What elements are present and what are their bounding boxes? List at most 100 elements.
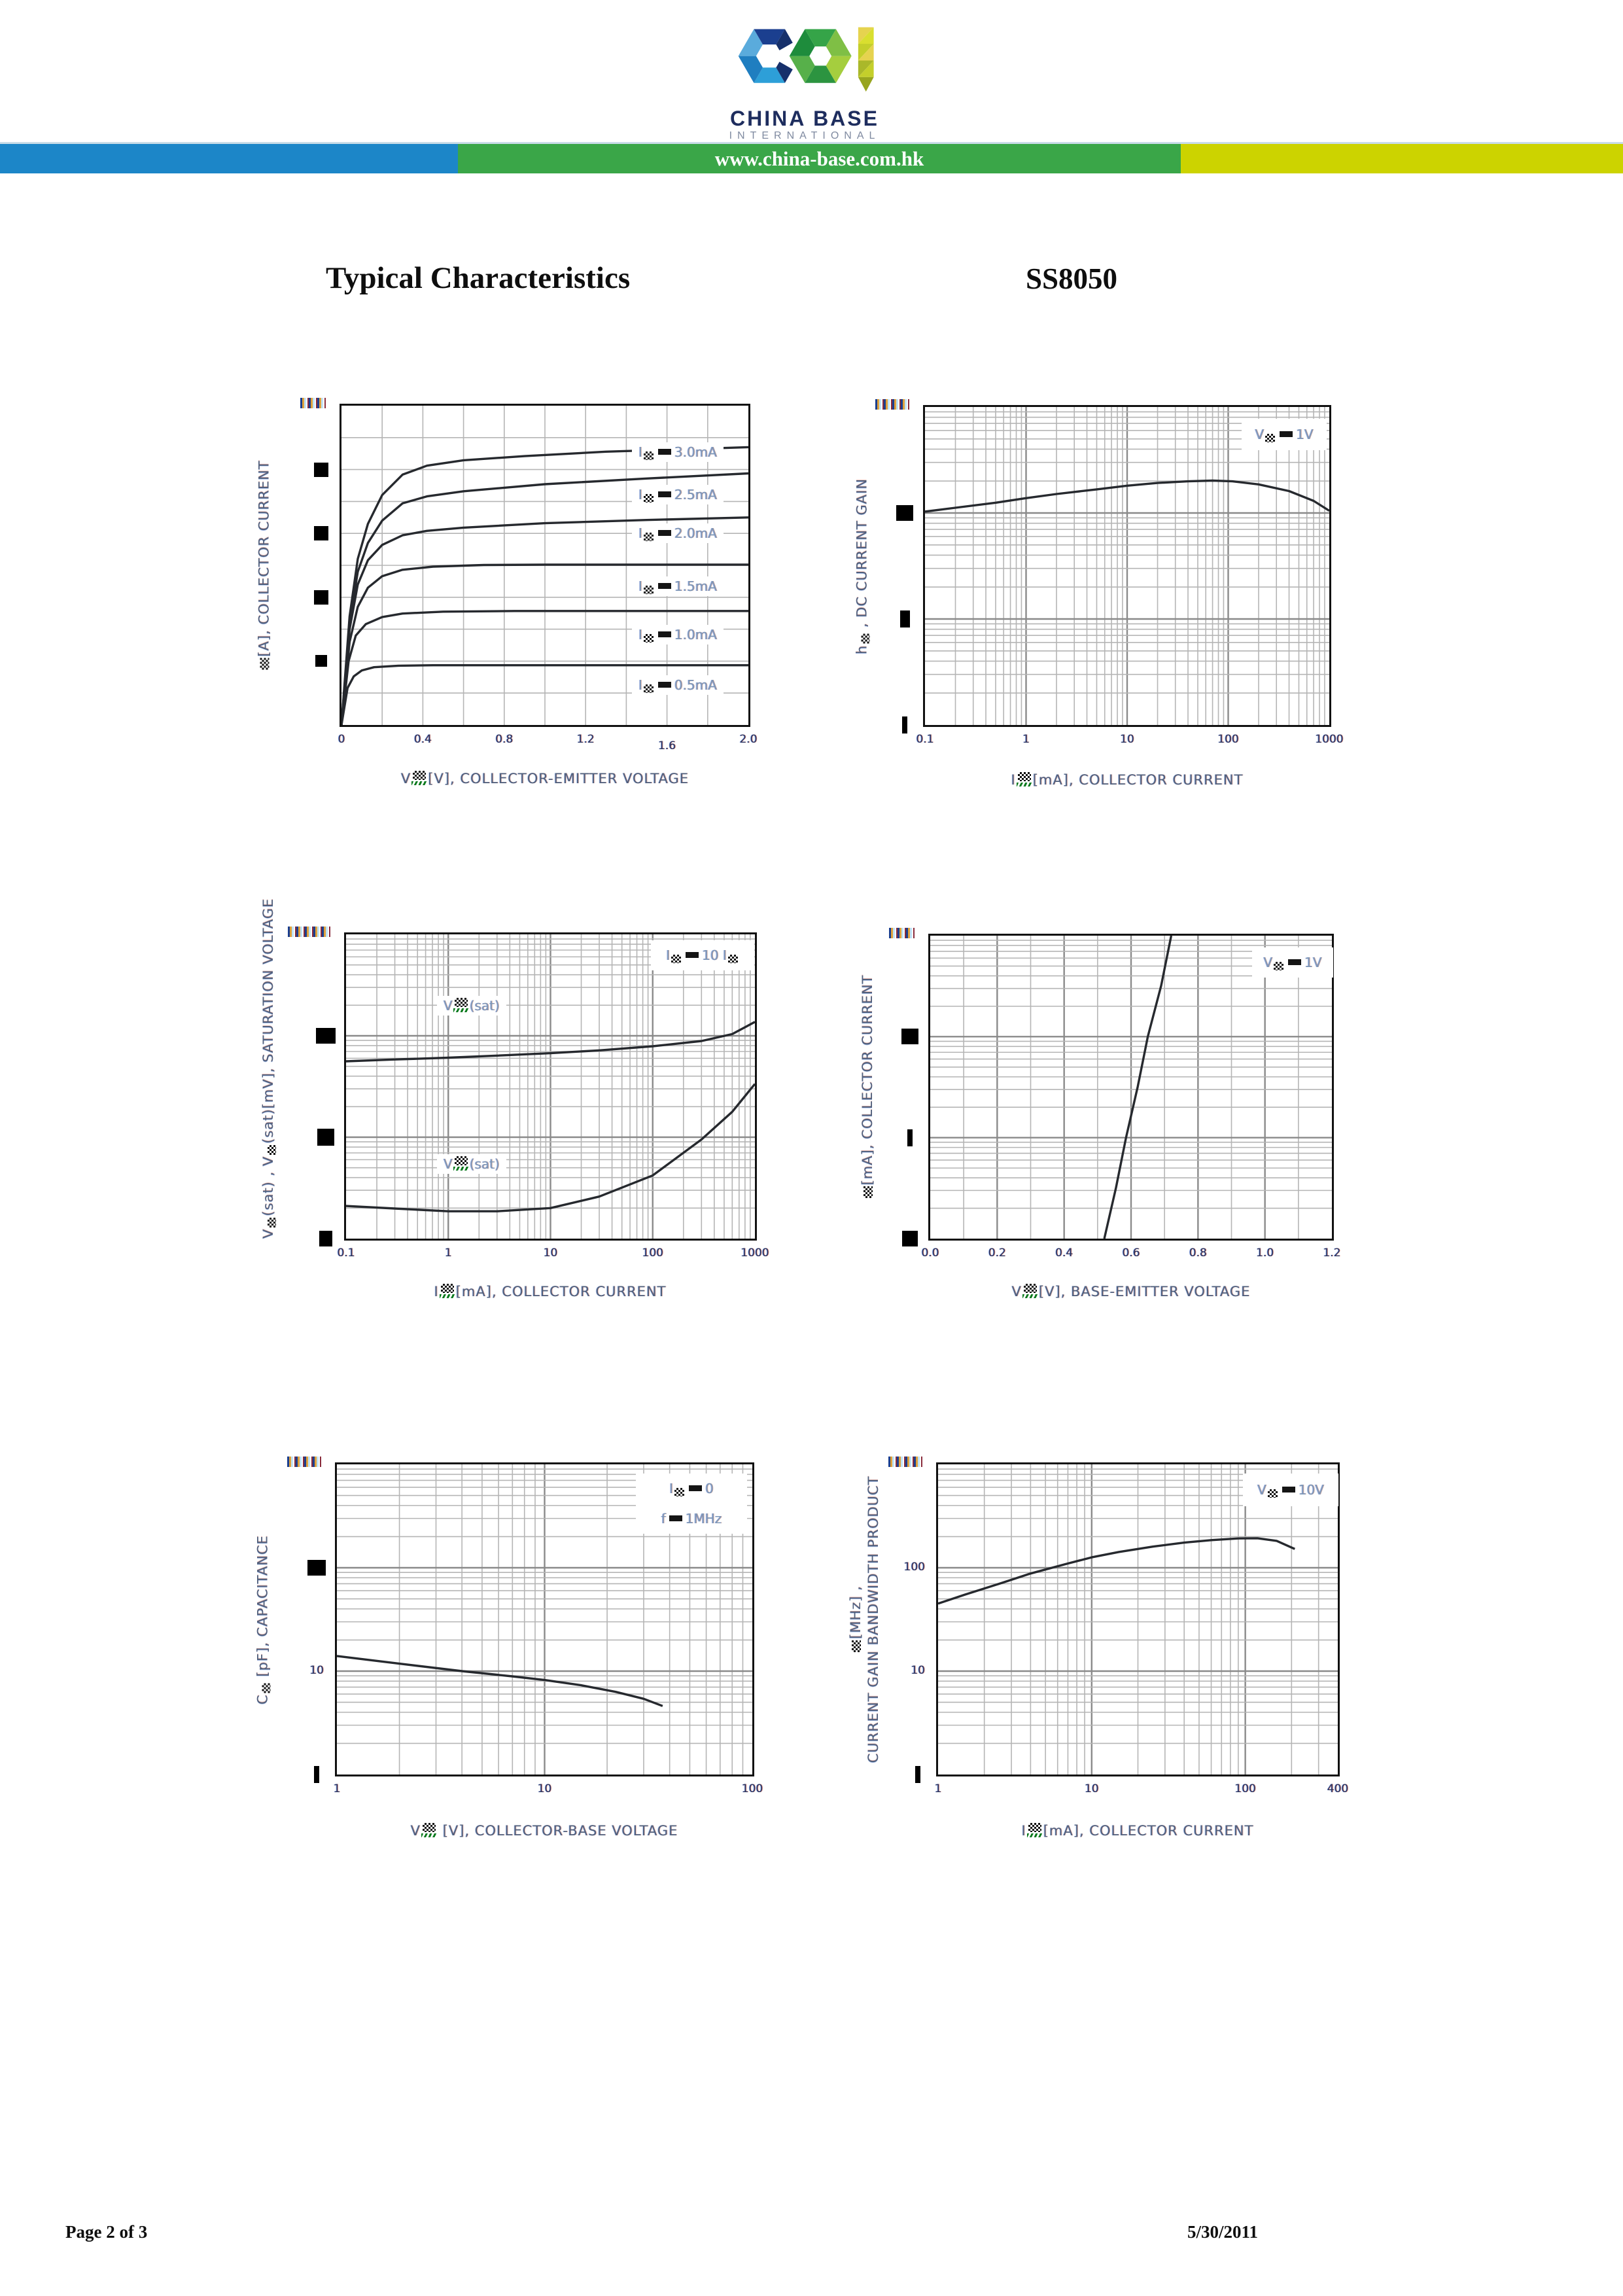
label-text: [pF], CAPACITANCE <box>254 1534 271 1682</box>
y-tick-mark <box>314 462 328 477</box>
label-text: 1V <box>1296 427 1314 442</box>
garbled-glyph <box>643 494 654 503</box>
y-tick-mark <box>315 655 327 667</box>
garbled-glyph <box>643 586 654 594</box>
collector-current-vs-vbe-plot <box>930 936 1332 1239</box>
garbled-glyph <box>643 533 654 541</box>
garbled-glyph <box>863 1186 873 1199</box>
x-tick-label: 1000 <box>1315 733 1344 746</box>
x-tick-label: 1 <box>444 1246 452 1260</box>
garbled-glyph <box>657 449 671 455</box>
label-text: , DC CURRENT GAIN <box>854 478 870 633</box>
label-text: 1.5mA <box>674 578 717 594</box>
label-text: V <box>444 998 453 1014</box>
garbled-glyph <box>421 1823 438 1837</box>
label-text: 1.0mA <box>674 627 717 643</box>
x-tick-label: 1.0 <box>1256 1246 1274 1260</box>
x-tick-label: 10 <box>543 1246 558 1260</box>
y-tick-mark <box>314 1766 319 1783</box>
y-axis-top-label <box>889 928 915 938</box>
label-text: CURRENT GAIN BANDWIDTH PRODUCT <box>865 1475 881 1763</box>
garbled-glyph <box>689 1485 703 1491</box>
y-axis-label-line: h , DC CURRENT GAIN <box>854 407 871 725</box>
label-text: I <box>638 525 642 541</box>
x-tick-label: 0.4 <box>413 733 432 746</box>
footer-date: 5/30/2011 <box>1187 2222 1259 2242</box>
banner-top-line <box>0 142 1623 144</box>
y-tick-mark <box>314 526 328 541</box>
garbled-glyph <box>1282 1487 1295 1492</box>
garbled-glyph <box>861 633 870 644</box>
y-axis-label: [MHz] , CURRENT GAIN BANDWIDTH PRODUCT <box>847 1464 882 1775</box>
x-tick-label: 0.2 <box>988 1246 1006 1260</box>
y-axis-label-line: [mA], COLLECTOR CURRENT <box>859 936 877 1239</box>
garbled-glyph <box>852 1640 861 1652</box>
series-cob <box>337 1655 663 1707</box>
y-axis-top-label <box>875 399 909 410</box>
y-tick-mark <box>899 610 910 627</box>
y-tick-label: 10 <box>911 1664 925 1677</box>
y-axis-label-line: CURRENT GAIN BANDWIDTH PRODUCT <box>865 1464 882 1775</box>
x-tick-label: 0.6 <box>1122 1246 1140 1260</box>
y-axis-top-label <box>300 398 326 408</box>
saturation-voltage-plot <box>346 934 755 1239</box>
garbled-number <box>287 1457 321 1467</box>
garbled-glyph <box>1265 434 1276 442</box>
garbled-glyph <box>1274 962 1284 970</box>
company-subtitle: INTERNATIONAL <box>729 130 881 141</box>
y-axis-label: [mA], COLLECTOR CURRENT <box>859 936 877 1239</box>
y-tick-mark <box>896 505 913 521</box>
gain-bandwidth-product-plot <box>938 1464 1338 1775</box>
y-axis-label-line: [A], COLLECTOR CURRENT <box>256 406 273 725</box>
x-tick-label: 10 <box>537 1782 552 1795</box>
label-text: [mA], COLLECTOR CURRENT <box>859 974 875 1186</box>
y-tick-mark <box>907 1129 913 1146</box>
garbled-glyph <box>674 1488 685 1496</box>
garbled-glyph <box>727 955 738 963</box>
series-ib-1.0ma <box>341 610 748 725</box>
x-tick-label: 1 <box>934 1782 942 1795</box>
label-text: I <box>638 444 642 460</box>
footer-page-number: Page 2 of 3 <box>65 2222 148 2242</box>
label-text: 0 <box>705 1481 714 1496</box>
banner-yellow-stripe <box>1181 144 1623 173</box>
x-axis-label: V [V], COLLECTOR-EMITTER VOLTAGE <box>329 771 761 786</box>
x-tick-label: 1.6 <box>658 739 676 752</box>
y-axis-label: [A], COLLECTOR CURRENT <box>256 406 273 725</box>
y-tick-mark <box>902 1231 918 1246</box>
legend-entry: V 1V <box>1263 955 1322 970</box>
label-text: V <box>1255 427 1265 442</box>
y-axis-label: V (sat) , V (sat)[mV], SATURATION VOLTAGE <box>260 898 277 1239</box>
series-vbe-sat- <box>346 1021 755 1063</box>
company-name: CHINA BASE <box>730 107 879 130</box>
garbled-glyph <box>657 631 671 637</box>
garbled-glyph <box>411 771 428 785</box>
y-tick-mark <box>317 1129 334 1146</box>
x-axis-label: I [mA], COLLECTOR CURRENT <box>334 1284 766 1299</box>
label-text: 0.5mA <box>674 677 717 693</box>
garbled-number <box>288 927 330 937</box>
garbled-glyph <box>453 998 469 1012</box>
garbled-number <box>875 399 909 410</box>
page-title: Typical Characteristics <box>326 261 631 295</box>
y-tick-mark <box>307 1560 326 1576</box>
x-tick-label: 0.4 <box>1055 1246 1073 1260</box>
curve-label: I 1.5mA <box>632 576 724 596</box>
garbled-glyph <box>1288 959 1302 965</box>
garbled-number <box>888 1457 922 1467</box>
x-tick-label: 1 <box>333 1782 341 1795</box>
label-text: (sat) <box>469 998 500 1014</box>
garbled-glyph <box>643 451 654 460</box>
output-characteristics-plot <box>341 406 748 725</box>
garbled-number <box>300 398 326 408</box>
garbled-glyph <box>267 1144 276 1155</box>
label-text: [mA], COLLECTOR CURRENT <box>455 1284 667 1299</box>
curve-label: I 2.5mA <box>632 485 724 504</box>
label-text: I <box>638 677 642 693</box>
y-axis-label-line: V (sat) , V (sat)[mV], SATURATION VOLTAGE <box>260 898 277 1239</box>
y-axis-label: C [pF], CAPACITANCE <box>254 1464 272 1775</box>
y-axis-top-label <box>288 927 330 937</box>
banner-blue-stripe <box>0 144 458 173</box>
series-ic <box>1103 936 1173 1239</box>
